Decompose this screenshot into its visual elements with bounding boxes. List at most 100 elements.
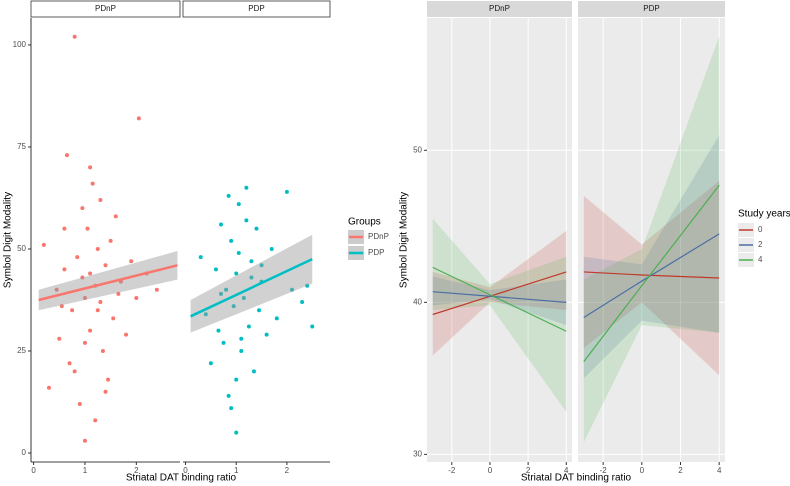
point: [234, 430, 239, 435]
trend-line: [583, 184, 720, 363]
point: [59, 304, 64, 309]
legend-label: 2: [758, 240, 763, 249]
point: [224, 287, 229, 292]
confidence-band: [38, 251, 178, 311]
legend-label: 0: [758, 225, 763, 234]
panel: [578, 18, 725, 462]
point: [216, 328, 221, 333]
point: [98, 300, 103, 305]
point: [62, 226, 67, 231]
point: [124, 332, 129, 337]
point: [72, 34, 77, 39]
fit-line: [38, 264, 178, 302]
x-tick-label: 1: [83, 466, 88, 475]
x-tick-label: 1: [234, 466, 239, 475]
point: [198, 255, 203, 260]
point: [289, 287, 294, 292]
point: [88, 328, 93, 333]
x-tick-label: 4: [717, 466, 722, 475]
point: [236, 251, 241, 256]
y-tick-label: 30: [413, 450, 422, 459]
point: [226, 193, 231, 198]
point: [229, 406, 234, 411]
point: [257, 308, 262, 313]
point: [46, 385, 51, 390]
x-tick-label: 2: [134, 466, 139, 475]
point: [244, 218, 249, 223]
point: [113, 214, 118, 219]
y-tick-label: 100: [13, 40, 27, 49]
point: [310, 324, 315, 329]
strip: [427, 1, 572, 17]
point: [234, 271, 239, 276]
point: [70, 308, 75, 313]
x-tick-label: 2: [285, 466, 290, 475]
point: [249, 275, 254, 280]
x-tick-label: 4: [564, 466, 569, 475]
point: [72, 369, 77, 374]
point: [134, 295, 139, 300]
point: [236, 202, 241, 207]
point: [90, 181, 95, 186]
x-tick-label: 0: [488, 466, 493, 475]
point: [226, 393, 231, 398]
point: [88, 271, 93, 276]
point: [77, 402, 82, 407]
point: [244, 185, 249, 190]
x-tick-label: -2: [600, 466, 608, 475]
y-axis-title: Symbol Digit Modality: [399, 192, 410, 288]
point: [231, 304, 236, 309]
trend-line: [583, 233, 720, 319]
point: [259, 263, 264, 268]
y-axis-title: Symbol Digit Modality: [3, 192, 14, 288]
legend-label: PDP: [368, 248, 384, 257]
point: [136, 116, 141, 121]
point: [57, 336, 62, 341]
trend-line: [432, 266, 567, 332]
point: [221, 340, 226, 345]
point: [95, 308, 100, 313]
y-tick-label: 25: [17, 346, 26, 355]
panel: [427, 18, 572, 462]
point: [95, 246, 100, 251]
x-tick-label: 0: [31, 466, 36, 475]
strip: [578, 1, 725, 17]
point: [239, 336, 244, 341]
point: [229, 238, 234, 243]
point: [108, 238, 113, 243]
x-tick-label: -2: [448, 466, 456, 475]
x-tick-label: 0: [183, 466, 188, 475]
y-tick-label: 0: [22, 448, 27, 457]
point: [129, 259, 134, 264]
confidence-band: [432, 218, 567, 412]
strip: [30, 0, 181, 18]
point: [82, 340, 87, 345]
point: [249, 259, 254, 264]
point: [234, 377, 239, 382]
x-tick-label: 2: [526, 466, 531, 475]
point: [154, 287, 159, 292]
point: [219, 222, 224, 227]
point: [100, 349, 105, 353]
point: [75, 255, 80, 260]
legend-label: PDnP: [368, 232, 389, 241]
point: [208, 361, 213, 366]
point: [264, 332, 269, 337]
strip-label: PDP: [643, 4, 659, 13]
point: [106, 377, 111, 382]
point: [88, 165, 93, 170]
point: [246, 324, 251, 329]
point: [241, 295, 246, 300]
y-tick-label: 50: [413, 145, 422, 154]
fit-line: [190, 258, 313, 318]
y-tick-label: 50: [17, 244, 26, 253]
point: [80, 275, 85, 280]
x-tick-label: 2: [678, 466, 683, 475]
point: [103, 389, 108, 394]
strip-label: PDP: [248, 4, 264, 13]
point: [116, 291, 121, 296]
point: [305, 283, 310, 288]
point: [64, 153, 69, 158]
point: [103, 263, 108, 268]
point: [82, 438, 87, 443]
